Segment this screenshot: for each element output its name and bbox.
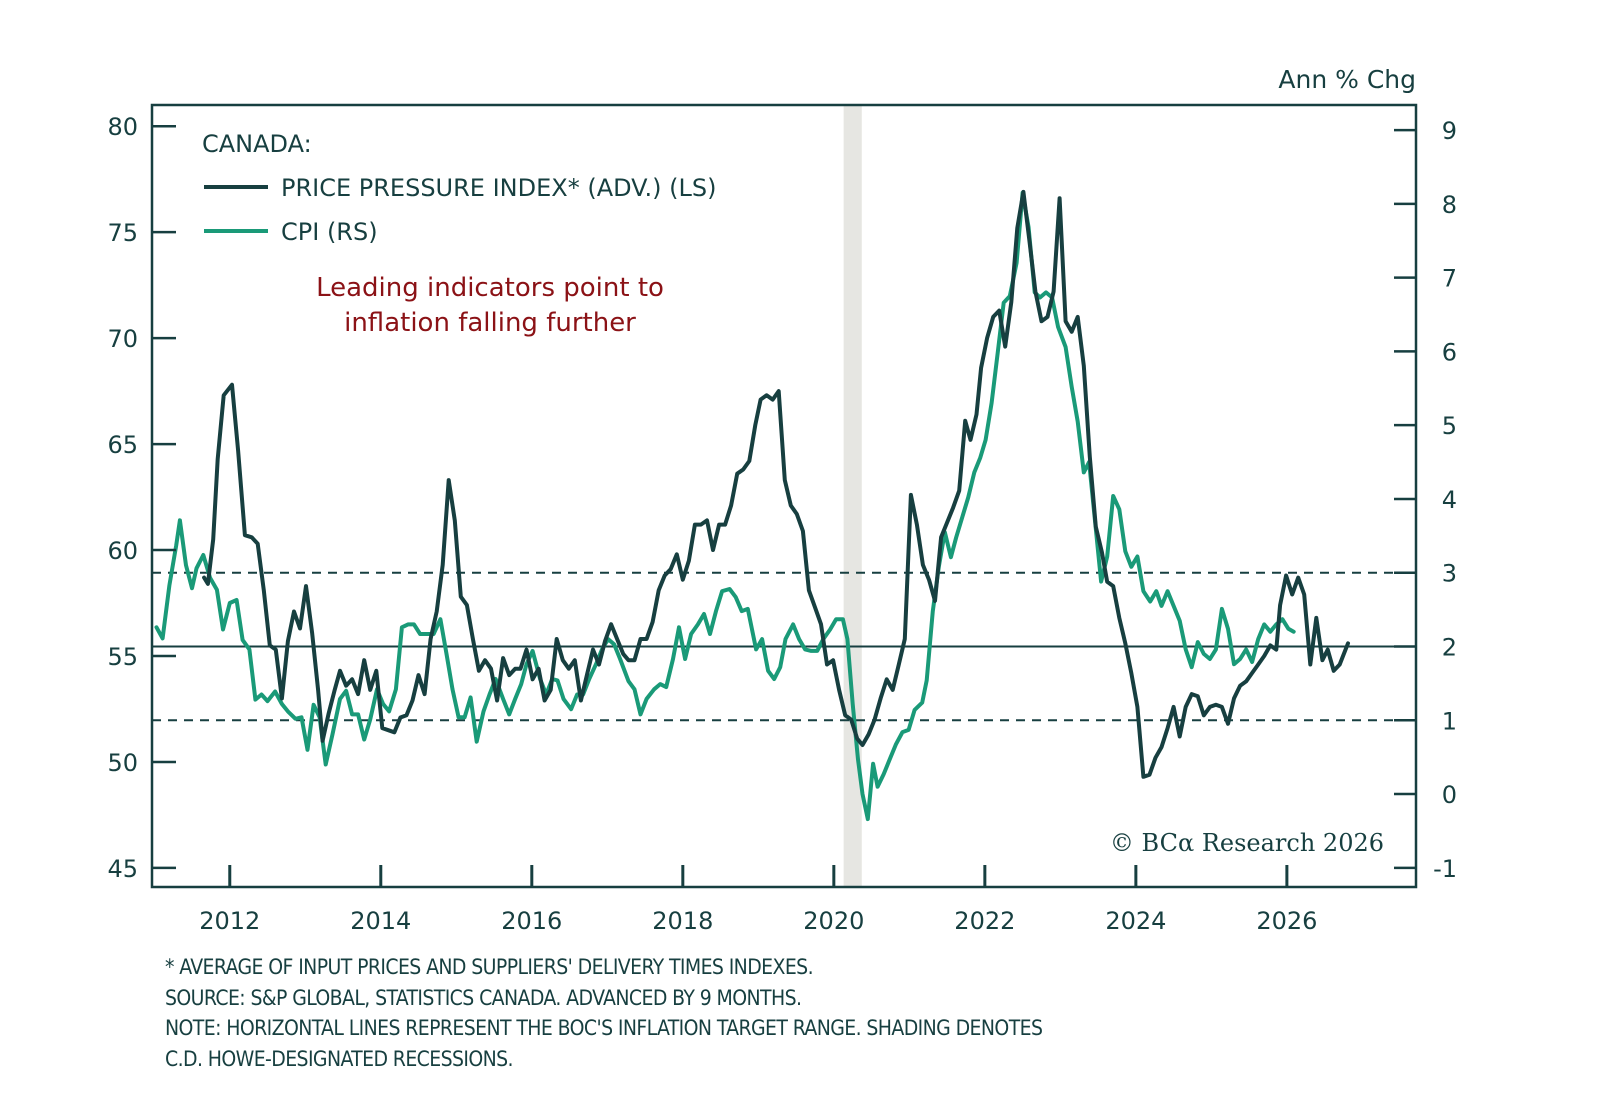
x-axis-tick-label: 2020 <box>803 907 864 935</box>
x-axis-tick-label: 2024 <box>1105 907 1166 935</box>
left-axis-tick-label: 50 <box>107 749 138 777</box>
annotation-line-1: Leading indicators point to <box>316 273 664 303</box>
series-line-cpi <box>154 190 1296 822</box>
right-axis-tick-label: 6 <box>1442 338 1457 366</box>
left-axis-tick-label: 80 <box>107 113 138 141</box>
x-axis-tick-label: 2026 <box>1256 907 1317 935</box>
recession-shading-layer <box>843 105 862 887</box>
right-axis-tick-label: 0 <box>1442 781 1457 809</box>
left-axis-tick-label: 45 <box>107 855 138 883</box>
right-axis: 9 8 7 6 5 4 3 2 1 0 -1 <box>1394 117 1457 883</box>
x-axis: 2012 2014 2016 2018 2020 2022 2024 2026 <box>199 865 1317 935</box>
left-axis-tick-label: 60 <box>107 537 138 565</box>
right-axis-tick-label: 7 <box>1442 265 1457 293</box>
x-axis-tick-label: 2018 <box>652 907 713 935</box>
x-axis-tick-label: 2012 <box>199 907 260 935</box>
left-axis-tick-label: 65 <box>107 431 138 459</box>
left-axis-tick-label: 70 <box>107 325 138 353</box>
right-axis-tick-label: 3 <box>1442 560 1457 588</box>
right-axis-tick-label: 5 <box>1442 412 1457 440</box>
right-axis-tick-label: 4 <box>1442 486 1457 514</box>
x-axis-tick-label: 2022 <box>954 907 1015 935</box>
left-axis-tick-label: 75 <box>107 219 138 247</box>
right-axis-unit-label: Ann % Chg <box>1278 65 1416 94</box>
x-axis-tick-label: 2016 <box>501 907 562 935</box>
right-axis-tick-label: 1 <box>1442 707 1457 735</box>
legend: CANADA: PRICE PRESSURE INDEX* (ADV.) (LS… <box>202 130 716 246</box>
left-axis-tick-label: 55 <box>107 643 138 671</box>
legend-label-ppi: PRICE PRESSURE INDEX* (ADV.) (LS) <box>281 174 716 202</box>
right-axis-tick-label: 2 <box>1442 633 1457 661</box>
recession-band <box>843 105 862 887</box>
legend-title: CANADA: <box>202 130 312 158</box>
copyright-label: © BCα Research 2026 <box>1110 829 1384 857</box>
footnote-note-cont: C.D. HOWE-DESIGNATED RECESSIONS. <box>165 1046 514 1071</box>
footnote-note: NOTE: HORIZONTAL LINES REPRESENT THE BOC… <box>165 1016 1043 1040</box>
right-axis-tick-label: 9 <box>1442 117 1457 145</box>
annotation-line-2: inflation falling further <box>344 308 636 338</box>
footnote-definition: * AVERAGE OF INPUT PRICES AND SUPPLIERS'… <box>165 955 814 979</box>
x-axis-tick-label: 2014 <box>350 907 411 935</box>
footnotes: * AVERAGE OF INPUT PRICES AND SUPPLIERS'… <box>165 952 1465 1074</box>
footnote-source: SOURCE: S&P GLOBAL, STATISTICS CANADA. A… <box>165 985 802 1010</box>
right-axis-tick-label: -1 <box>1433 855 1457 883</box>
plot-frame <box>150 103 1418 889</box>
legend-label-cpi: CPI (RS) <box>281 218 378 246</box>
series-line-price-pressure-index <box>202 189 1350 779</box>
left-axis: 80 75 70 65 60 55 50 45 <box>107 113 176 883</box>
series-layer <box>154 189 1350 822</box>
right-axis-tick-label: 8 <box>1442 191 1457 219</box>
